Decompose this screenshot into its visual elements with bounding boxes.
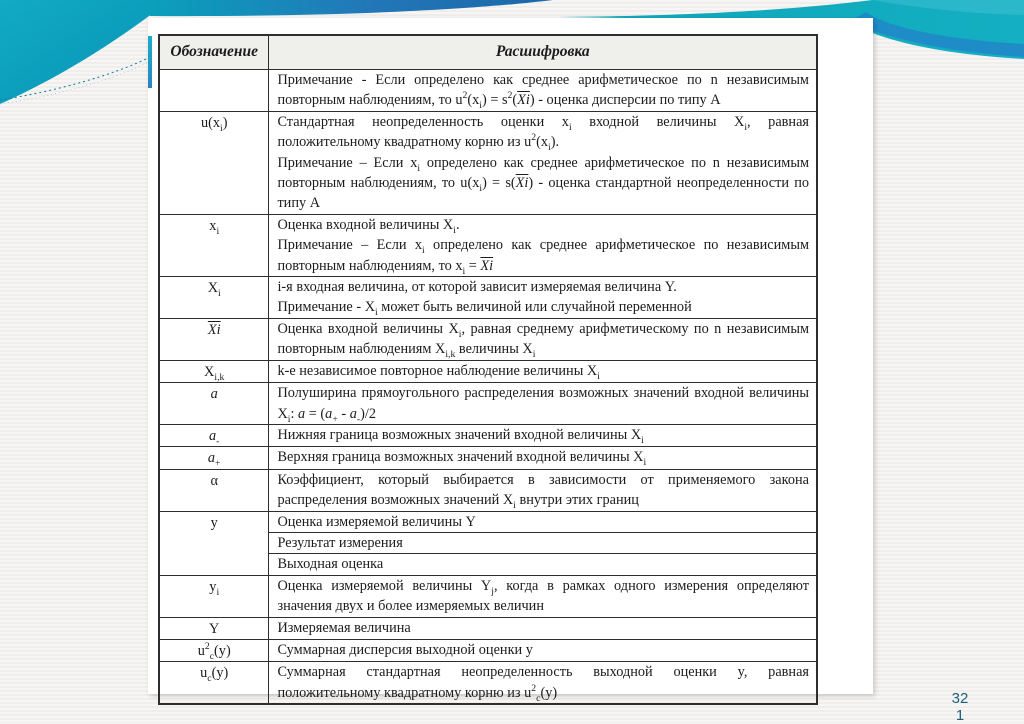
explanation-cell: Полуширина прямоугольного распределения …	[268, 382, 818, 425]
dotted-curve-line-faint	[0, 60, 151, 105]
terminology-table: Обозначение Расшифровка Примечание - Есл…	[158, 34, 818, 706]
designation-cell: α	[158, 468, 270, 512]
designation-cell: u(xi)	[158, 110, 270, 215]
designation-cell: Xi,k	[158, 359, 270, 384]
explanation-cell: Нижняя граница возможных значений входно…	[268, 423, 818, 448]
explanation-paragraph: Стандартная неопределенность оценки xi в…	[277, 113, 809, 154]
explanation-paragraph: Верхняя граница возможных значений входн…	[277, 449, 647, 469]
explanation-paragraph: Оценка входной величины Xi, равная средн…	[277, 320, 809, 361]
table-row: Xi i-я входная величина, от которой зави…	[158, 276, 818, 319]
table-row: uc(y) Суммарная стандартная неопределенн…	[158, 661, 818, 705]
table-header-row: Обозначение Расшифровка	[158, 34, 818, 70]
designation-cell: a-	[158, 423, 270, 448]
designation-cell: y	[158, 510, 270, 576]
top-left-swoosh	[0, 0, 153, 104]
explanation-paragraph: Оценка измеряемой величины Yj, когда в р…	[277, 577, 809, 615]
table-row: Y Измеряемая величина	[158, 616, 818, 640]
explanation-subrow: Оценка измеряемой величины Y	[277, 513, 476, 530]
explanation-cell: Суммарная стандартная неопределенность в…	[268, 661, 818, 705]
explanation-subrow: Результат измерения	[269, 531, 816, 553]
explanation-cell: Оценка измеряемой величины Y Результат из…	[268, 510, 818, 576]
explanation-paragraph: Примечание - Если определено как среднее…	[277, 72, 809, 112]
table-row: Xi Оценка входной величины Xi, равная ср…	[158, 317, 818, 361]
explanation-paragraph: Нижняя граница возможных значений входно…	[277, 426, 644, 446]
designation-cell: u2c(y)	[158, 638, 270, 663]
table-row: u(xi) Стандартная неопределенность оценк…	[158, 110, 818, 215]
explanation-cell: Суммарная дисперсия выходной оценки y	[268, 638, 818, 663]
explanation-paragraph: k-е независимое повторное наблюдение вел…	[277, 362, 600, 382]
explanation-cell: Измеряемая величина	[268, 616, 818, 640]
designation-cell: a	[158, 382, 270, 425]
table-row: a- Нижняя граница возможных значений вхо…	[158, 423, 818, 448]
explanation-paragraph: Измеряемая величина	[277, 619, 411, 636]
explanation-paragraph: Примечание – Если xi определено как сред…	[277, 237, 809, 277]
explanation-cell: Оценка входной величины Xi. Примечание – …	[268, 213, 818, 278]
explanation-cell: k-е независимое повторное наблюдение вел…	[268, 359, 818, 384]
slide-number-line2: 1	[955, 707, 965, 724]
explanation-cell: Верхняя граница возможных значений входн…	[268, 446, 818, 470]
table-row: a+ Верхняя граница возможных значений вх…	[158, 446, 818, 470]
explanation-paragraph: Коэффициент, который выбирается в зависи…	[277, 471, 809, 511]
explanation-cell: Стандартная неопределенность оценки xi в…	[268, 110, 818, 215]
explanation-cell: Оценка входной величины Xi, равная средн…	[268, 317, 818, 361]
table-row: yi Оценка измеряемой величины Yj, когда …	[158, 574, 818, 618]
top-right-blue-crescent	[848, 12, 1024, 57]
slide-number-line1: 32	[951, 690, 969, 707]
designation-cell: Xi	[158, 276, 270, 319]
designation-cell: uc(y)	[158, 661, 270, 705]
explanation-paragraph: Суммарная дисперсия выходной оценки y	[277, 641, 533, 658]
top-right-light-streak	[872, 0, 1024, 15]
explanation-subrow: Выходная оценка	[269, 553, 816, 574]
explanation-cell: i-я входная величина, от которой зависит…	[268, 276, 818, 319]
explanation-paragraph: Полуширина прямоугольного распределения …	[277, 385, 809, 425]
explanation-paragraph: Примечание - Xi может быть величиной или…	[277, 299, 692, 319]
explanation-paragraph: Суммарная стандартная неопределенность в…	[277, 664, 809, 704]
table-row: α Коэффициент, который выбирается в зави…	[158, 468, 818, 512]
designation-cell: a+	[158, 446, 270, 470]
designation-cell: yi	[158, 574, 270, 618]
table-row: y Оценка измеряемой величины Y Результат …	[158, 510, 818, 576]
explanation-cell: Примечание - Если определено как среднее…	[268, 69, 818, 112]
top-blue-band	[150, 0, 553, 17]
explanation-cell: Коэффициент, который выбирается в зависи…	[268, 468, 818, 512]
explanation-paragraph: Оценка входной величины Xi.	[277, 216, 460, 236]
column-header-explanation: Расшифровка	[268, 34, 818, 70]
designation-cell: Xi	[158, 317, 270, 361]
content-panel: Обозначение Расшифровка Примечание - Есл…	[148, 18, 873, 706]
dotted-curve-line	[0, 56, 151, 101]
designation-cell: Y	[158, 616, 270, 640]
designation-cell	[158, 69, 270, 112]
explanation-cell: Оценка измеряемой величины Yj, когда в р…	[268, 574, 818, 618]
table-row: Примечание - Если определено как среднее…	[158, 69, 818, 112]
table-row: a Полуширина прямоугольного распределени…	[158, 382, 818, 425]
explanation-paragraph: i-я входная величина, от которой зависит…	[277, 279, 677, 296]
panel-edge-accent	[148, 36, 152, 88]
explanation-paragraph: Примечание – Если xi определено как сред…	[277, 154, 809, 212]
table-row: u2c(y) Суммарная дисперсия выходной оцен…	[158, 638, 818, 663]
designation-cell: xi	[158, 213, 270, 278]
slide-number: 32 1	[948, 690, 972, 724]
table-row: Xi,k k-е независимое повторное наблюдени…	[158, 359, 818, 384]
table-row: xi Оценка входной величины Xi. Примечание…	[158, 213, 818, 278]
column-header-designation: Обозначение	[158, 34, 270, 70]
